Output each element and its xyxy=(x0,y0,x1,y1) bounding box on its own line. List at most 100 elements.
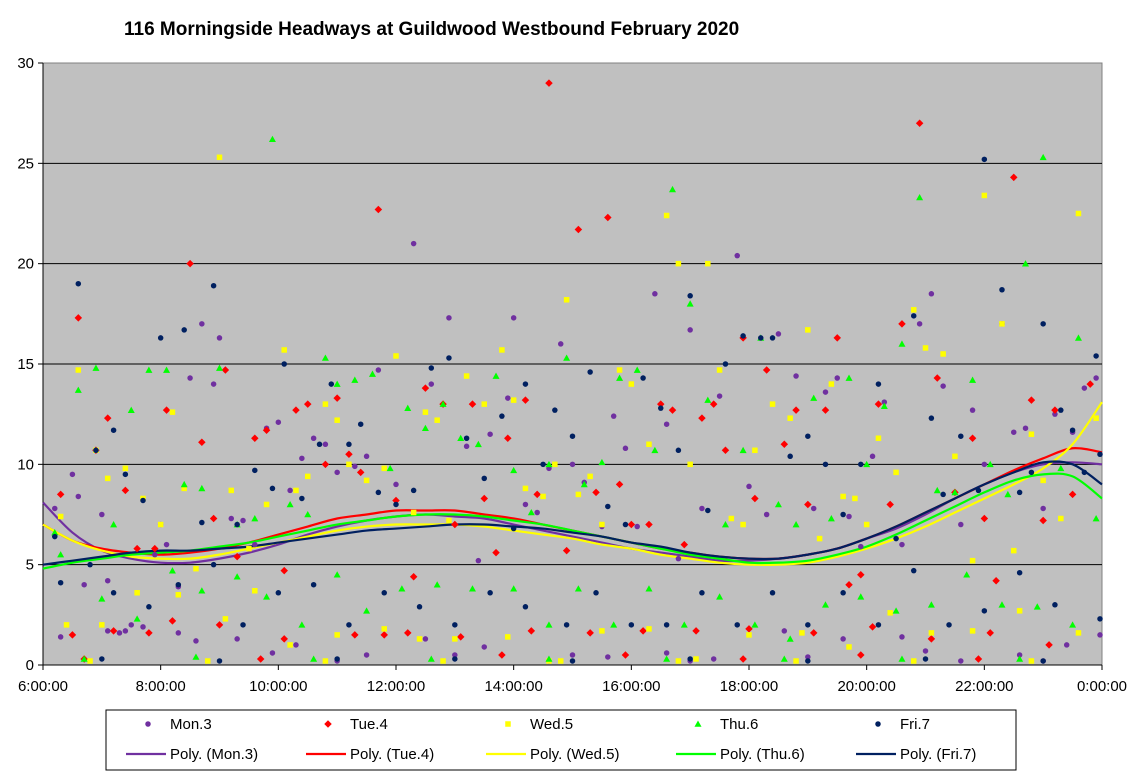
data-point xyxy=(175,592,182,598)
data-point xyxy=(104,475,111,482)
data-point xyxy=(68,631,77,639)
data-point xyxy=(127,406,135,413)
data-point xyxy=(780,655,788,662)
data-point xyxy=(809,629,818,637)
data-point xyxy=(840,511,846,518)
data-point xyxy=(109,627,118,635)
data-point xyxy=(769,335,776,341)
data-point xyxy=(857,593,865,600)
data-point xyxy=(986,460,994,468)
data-point xyxy=(75,280,82,287)
data-point xyxy=(628,381,635,387)
data-point xyxy=(621,651,630,659)
data-point xyxy=(104,577,111,584)
data-point xyxy=(663,622,670,628)
data-point xyxy=(287,487,293,494)
data-point xyxy=(675,260,682,267)
data-point xyxy=(627,520,636,529)
data-point xyxy=(228,515,235,522)
data-point xyxy=(898,655,906,662)
data-point xyxy=(639,627,647,635)
data-point xyxy=(780,440,789,449)
data-point xyxy=(692,627,700,635)
data-point xyxy=(269,650,276,656)
data-point xyxy=(805,433,811,439)
legend-item: Poly. (Tue.4) xyxy=(306,746,434,763)
data-point xyxy=(1075,210,1082,217)
legend-item: Wed.5 xyxy=(505,716,573,733)
data-point xyxy=(1016,569,1023,576)
data-point xyxy=(1039,516,1047,525)
data-point xyxy=(487,590,493,596)
data-point xyxy=(557,341,564,347)
trend-line xyxy=(42,461,1103,565)
data-point xyxy=(410,509,417,516)
data-point xyxy=(468,400,477,408)
legend-box xyxy=(105,709,1017,771)
data-point xyxy=(446,355,452,361)
data-point xyxy=(346,622,352,628)
data-point xyxy=(898,320,906,328)
data-point xyxy=(615,480,624,489)
data-point xyxy=(522,381,529,387)
data-point xyxy=(234,521,240,528)
data-point xyxy=(622,521,629,528)
trend-line xyxy=(42,460,1103,566)
data-point xyxy=(452,656,458,662)
data-point xyxy=(846,644,852,650)
data-point xyxy=(793,658,799,664)
data-point xyxy=(104,628,111,634)
data-point xyxy=(563,622,570,628)
data-point xyxy=(1028,431,1035,437)
data-point xyxy=(263,593,271,600)
data-point xyxy=(616,367,623,373)
data-point xyxy=(80,655,88,662)
data-point xyxy=(1022,425,1029,431)
data-point xyxy=(721,446,730,455)
data-point xyxy=(604,213,612,222)
data-point xyxy=(928,291,935,297)
data-point xyxy=(146,604,152,610)
data-point xyxy=(886,500,894,509)
data-point xyxy=(745,625,753,633)
data-point xyxy=(952,453,958,460)
data-point xyxy=(368,370,376,377)
data-point xyxy=(852,495,858,502)
data-point xyxy=(234,636,240,642)
y-axis: 0 5 10 15 20 25 30 xyxy=(17,55,44,674)
data-point xyxy=(893,535,899,542)
data-point xyxy=(334,417,340,423)
data-point xyxy=(299,455,305,462)
data-point xyxy=(580,480,588,488)
data-point xyxy=(605,654,611,660)
data-point xyxy=(728,515,735,522)
data-point xyxy=(640,375,646,381)
legend-label: Poly. (Wed.5) xyxy=(530,746,619,763)
data-point xyxy=(1033,603,1041,610)
data-point xyxy=(57,579,64,586)
data-point xyxy=(540,461,546,468)
data-point xyxy=(298,621,306,628)
data-point xyxy=(116,630,123,636)
data-point xyxy=(468,585,476,592)
data-point xyxy=(333,380,341,387)
data-point xyxy=(199,321,205,327)
data-point xyxy=(246,545,252,552)
data-point xyxy=(1093,375,1099,381)
data-point xyxy=(521,396,530,404)
data-point xyxy=(739,446,747,454)
data-point xyxy=(1022,260,1030,267)
data-points xyxy=(51,79,1103,664)
data-point xyxy=(122,471,129,478)
legend-item: Tue.4 xyxy=(324,716,388,733)
data-point xyxy=(351,376,359,383)
data-point xyxy=(168,617,177,625)
data-point xyxy=(774,500,782,508)
data-point xyxy=(1069,621,1077,628)
data-point xyxy=(280,566,288,575)
data-point xyxy=(99,511,105,518)
data-point xyxy=(969,407,976,413)
data-point xyxy=(168,567,176,574)
data-point xyxy=(822,389,829,395)
